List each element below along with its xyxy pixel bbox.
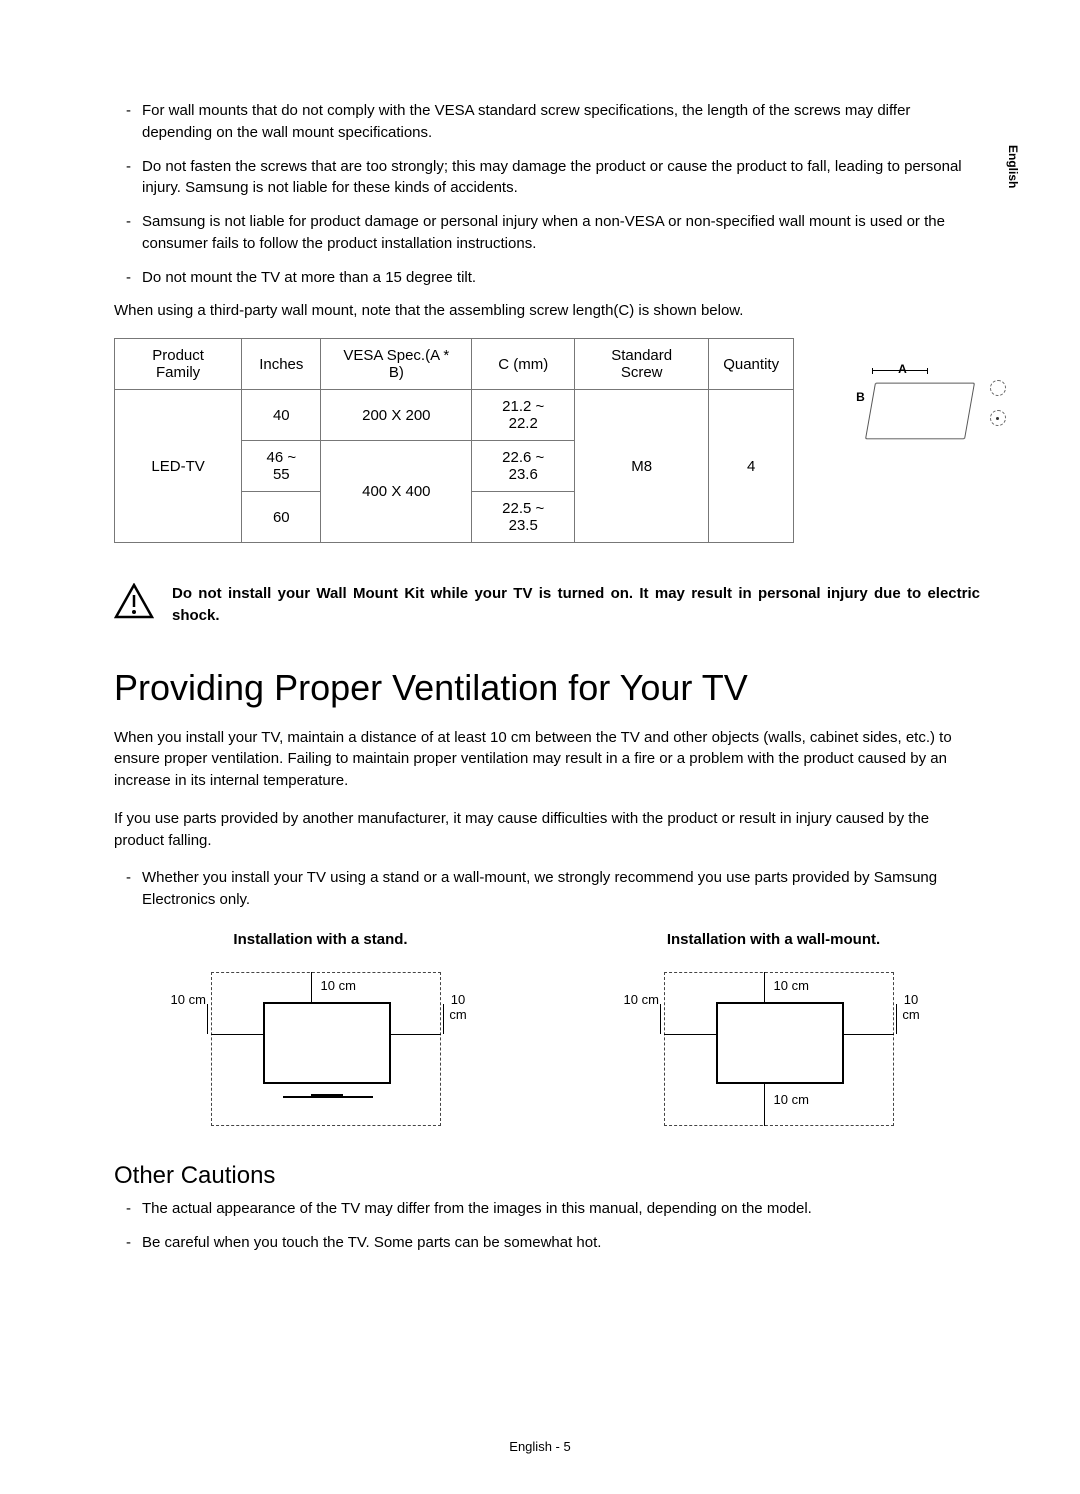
cell-vesa: 200 X 200	[321, 390, 472, 441]
section-paragraph: When you install your TV, maintain a dis…	[114, 727, 980, 792]
warning-icon	[114, 583, 154, 624]
tv-shape	[263, 1002, 391, 1084]
install-wall-diagram: 10 cm 10 cm 10 cm 10 cm	[624, 962, 924, 1132]
vesa-diagram: A B	[812, 362, 980, 452]
arrow-line	[896, 1004, 897, 1034]
cell-c: 22.5 ~ 23.5	[472, 492, 575, 543]
bullet-item: Whether you install your TV using a stan…	[114, 867, 980, 911]
spec-table-wrap: Product Family Inches VESA Spec.(A * B) …	[114, 338, 980, 543]
dim-label: 10 cm	[774, 1092, 809, 1107]
cell-vesa: 400 X 400	[321, 441, 472, 543]
bullet-item: Samsung is not liable for product damage…	[114, 211, 980, 255]
cell-qty: 4	[709, 390, 794, 543]
table-header-row: Product Family Inches VESA Spec.(A * B) …	[115, 339, 794, 390]
other-cautions-list: The actual appearance of the TV may diff…	[114, 1198, 980, 1254]
installation-diagrams: Installation with a stand. 10 cm 10 cm 1…	[114, 931, 980, 1132]
top-bullet-list: For wall mounts that do not comply with …	[114, 100, 980, 288]
dim-label: 10 cm	[899, 992, 924, 1022]
language-side-tab: English	[1006, 145, 1020, 188]
spec-table: Product Family Inches VESA Spec.(A * B) …	[114, 338, 794, 543]
col-header: Quantity	[709, 339, 794, 390]
cell-c: 21.2 ~ 22.2	[472, 390, 575, 441]
bullet-item: The actual appearance of the TV may diff…	[114, 1198, 980, 1220]
col-header: C (mm)	[472, 339, 575, 390]
cell-inches: 60	[242, 492, 321, 543]
col-header: VESA Spec.(A * B)	[321, 339, 472, 390]
page-footer: English - 5	[0, 1439, 1080, 1454]
section-bullet-list: Whether you install your TV using a stan…	[114, 867, 980, 911]
warning-row: Do not install your Wall Mount Kit while…	[114, 583, 980, 627]
install-wall-caption: Installation with a wall-mount.	[567, 931, 980, 948]
install-stand-diagram: 10 cm 10 cm 10 cm	[171, 962, 471, 1132]
vesa-hole-icon	[990, 380, 1006, 396]
arrow-line	[211, 1034, 263, 1035]
arrow-line	[764, 1084, 765, 1126]
cell-inches: 46 ~ 55	[242, 441, 321, 492]
install-wall-col: Installation with a wall-mount. 10 cm 10…	[567, 931, 980, 1132]
vesa-label-b: B	[856, 390, 865, 404]
arrow-line	[660, 1004, 661, 1034]
vesa-hole-dot	[996, 417, 999, 420]
page: English For wall mounts that do not comp…	[0, 0, 1080, 1494]
dim-label: 10 cm	[446, 992, 471, 1022]
section-paragraph: If you use parts provided by another man…	[114, 808, 980, 852]
tv-stand	[311, 1084, 343, 1096]
dim-label: 10 cm	[774, 978, 809, 993]
vesa-label-a: A	[898, 362, 907, 376]
dim-label: 10 cm	[321, 978, 356, 993]
arrow-line	[443, 1004, 444, 1034]
col-header: Standard Screw	[575, 339, 709, 390]
arrow-line	[844, 1034, 894, 1035]
arrow-line	[664, 1034, 716, 1035]
bullet-item: Do not mount the TV at more than a 15 de…	[114, 267, 980, 289]
cell-screw: M8	[575, 390, 709, 543]
arrow-line	[391, 1034, 441, 1035]
install-stand-caption: Installation with a stand.	[114, 931, 527, 948]
vesa-panel	[865, 383, 975, 440]
cell-product-family: LED-TV	[115, 390, 242, 543]
bullet-item: Do not fasten the screws that are too st…	[114, 156, 980, 200]
install-stand-col: Installation with a stand. 10 cm 10 cm 1…	[114, 931, 527, 1132]
intro-paragraph: When using a third-party wall mount, not…	[114, 300, 980, 322]
warning-text: Do not install your Wall Mount Kit while…	[172, 583, 980, 627]
section-title: Providing Proper Ventilation for Your TV	[114, 667, 980, 709]
arrow-line	[207, 1004, 208, 1034]
arrow-line	[764, 972, 765, 1002]
cell-inches: 40	[242, 390, 321, 441]
bullet-item: For wall mounts that do not comply with …	[114, 100, 980, 144]
bullet-item: Be careful when you touch the TV. Some p…	[114, 1232, 980, 1254]
tv-shape	[716, 1002, 844, 1084]
cell-c: 22.6 ~ 23.6	[472, 441, 575, 492]
tv-stand-base	[283, 1096, 373, 1098]
table-row: LED-TV 40 200 X 200 21.2 ~ 22.2 M8 4	[115, 390, 794, 441]
dim-label: 10 cm	[624, 992, 659, 1007]
vesa-a-bar	[872, 370, 928, 371]
other-cautions-title: Other Cautions	[114, 1162, 980, 1190]
col-header: Product Family	[115, 339, 242, 390]
dim-label: 10 cm	[171, 992, 206, 1007]
arrow-line	[311, 972, 312, 1002]
col-header: Inches	[242, 339, 321, 390]
